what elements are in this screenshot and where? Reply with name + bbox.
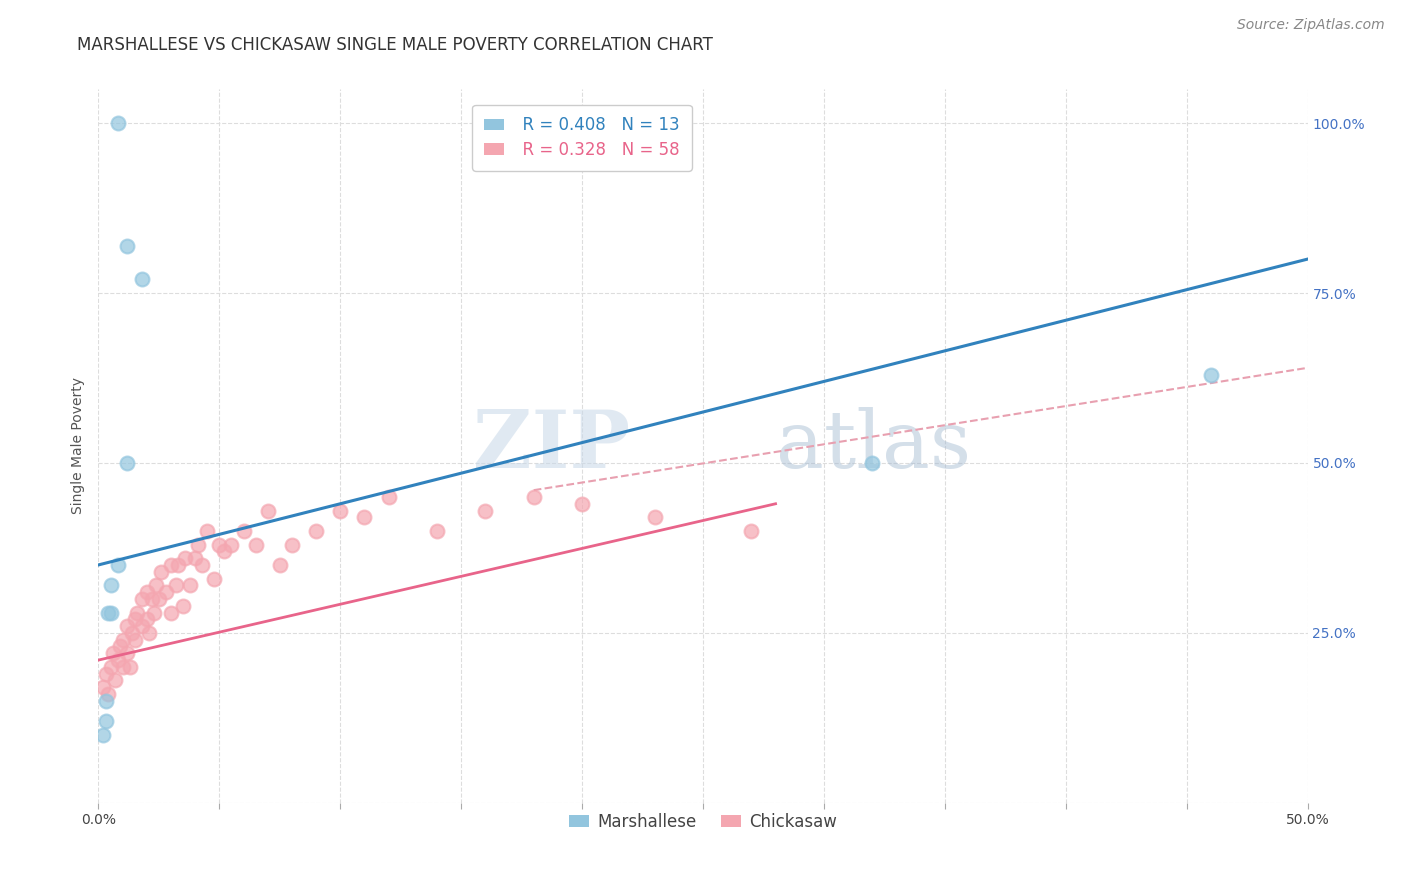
Point xyxy=(107,116,129,130)
Point xyxy=(124,632,146,647)
Point xyxy=(187,537,209,551)
Point xyxy=(131,272,153,286)
Point xyxy=(204,572,226,586)
Point xyxy=(174,551,197,566)
Point xyxy=(94,694,117,708)
Point xyxy=(117,238,139,252)
Point xyxy=(245,537,267,551)
Point xyxy=(571,497,593,511)
Point xyxy=(165,578,187,592)
Point xyxy=(740,524,762,538)
Point xyxy=(117,619,139,633)
Point xyxy=(221,537,243,551)
Point xyxy=(474,503,496,517)
Point xyxy=(97,687,120,701)
Point xyxy=(108,640,131,654)
Point xyxy=(94,666,117,681)
Y-axis label: Single Male Poverty: Single Male Poverty xyxy=(72,377,86,515)
Point xyxy=(232,524,254,538)
Point xyxy=(195,524,218,538)
Point xyxy=(644,510,666,524)
Point xyxy=(212,544,235,558)
Point xyxy=(135,585,157,599)
Text: Source: ZipAtlas.com: Source: ZipAtlas.com xyxy=(1237,18,1385,32)
Point xyxy=(101,646,124,660)
Point xyxy=(353,510,375,524)
Point xyxy=(191,558,214,572)
Point xyxy=(256,503,278,517)
Point xyxy=(118,660,141,674)
Point xyxy=(91,680,114,694)
Point xyxy=(172,599,194,613)
Point xyxy=(150,565,173,579)
Point xyxy=(523,490,546,504)
Text: atlas: atlas xyxy=(776,407,970,485)
Text: MARSHALLESE VS CHICKASAW SINGLE MALE POVERTY CORRELATION CHART: MARSHALLESE VS CHICKASAW SINGLE MALE POV… xyxy=(77,36,713,54)
Point xyxy=(91,728,114,742)
Point xyxy=(377,490,399,504)
Point xyxy=(143,606,166,620)
Point xyxy=(100,578,122,592)
Point xyxy=(160,606,183,620)
Point xyxy=(111,660,134,674)
Point xyxy=(100,606,122,620)
Point xyxy=(111,632,134,647)
Point xyxy=(281,537,304,551)
Point xyxy=(138,626,160,640)
Legend: Marshallese, Chickasaw: Marshallese, Chickasaw xyxy=(562,806,844,838)
Point xyxy=(329,503,352,517)
Point xyxy=(426,524,449,538)
Point xyxy=(269,558,291,572)
Point xyxy=(131,619,153,633)
Point xyxy=(135,612,157,626)
Point xyxy=(97,606,120,620)
Point xyxy=(104,673,127,688)
Point xyxy=(141,591,163,606)
Point xyxy=(860,456,883,470)
Point xyxy=(121,626,143,640)
Point xyxy=(117,456,139,470)
Point xyxy=(184,551,207,566)
Point xyxy=(107,558,129,572)
Point xyxy=(145,578,167,592)
Point xyxy=(127,606,149,620)
Point xyxy=(131,591,153,606)
Point xyxy=(100,660,122,674)
Point xyxy=(107,653,129,667)
Point xyxy=(94,714,117,729)
Point xyxy=(208,537,231,551)
Point xyxy=(1199,368,1222,382)
Point xyxy=(117,646,139,660)
Point xyxy=(179,578,201,592)
Point xyxy=(160,558,183,572)
Point xyxy=(148,591,170,606)
Point xyxy=(167,558,190,572)
Text: ZIP: ZIP xyxy=(474,407,630,485)
Point xyxy=(305,524,328,538)
Point xyxy=(124,612,146,626)
Point xyxy=(155,585,177,599)
